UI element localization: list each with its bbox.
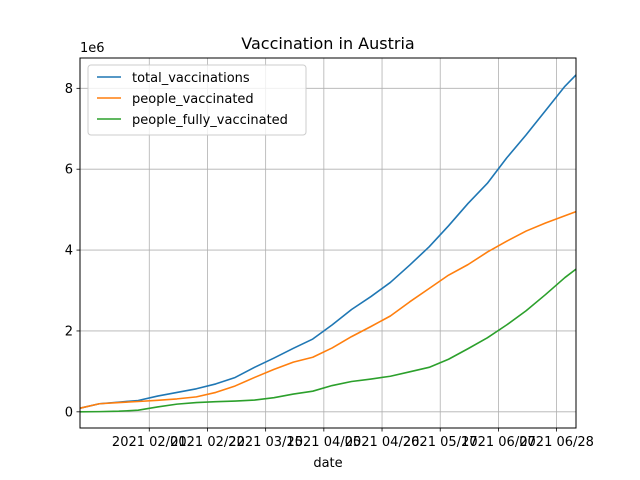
legend-label: total_vaccinations bbox=[132, 71, 250, 86]
plot-frame bbox=[79, 57, 577, 429]
legend: total_vaccinations people_vaccinatedpeopl… bbox=[87, 64, 307, 136]
x-tick-label: 2021 06/28 bbox=[519, 435, 594, 450]
x-axis-label: date bbox=[313, 456, 342, 471]
y-tick-label: 0 bbox=[65, 405, 73, 420]
legend-box bbox=[87, 64, 307, 136]
series-line-total_vaccinations bbox=[79, 74, 577, 409]
x-tick-label: 2021 06/07 bbox=[461, 435, 536, 450]
y-tick-label: 4 bbox=[65, 244, 73, 259]
x-tick-label: 2021 04/26 bbox=[345, 435, 420, 450]
y-axis: 0 2 4 6 8 bbox=[65, 82, 80, 420]
x-tick-label: 2021 05/17 bbox=[403, 435, 478, 450]
series-lines bbox=[79, 74, 577, 413]
x-tick-label: 2021 02/22 bbox=[170, 435, 245, 450]
y-tick-label: 2 bbox=[65, 324, 73, 339]
x-tick-label: 2021 03/15 bbox=[228, 435, 303, 450]
y-tick-label: 6 bbox=[65, 163, 73, 178]
x-tick-label: 2021 02/01 bbox=[112, 435, 187, 450]
chart-title: Vaccination in Austria bbox=[241, 34, 414, 53]
y-offset-text: 1e6 bbox=[80, 41, 105, 56]
x-tick-label: 2021 04/05 bbox=[286, 435, 361, 450]
legend-label: people_fully_vaccinated bbox=[132, 113, 288, 128]
y-tick-label: 8 bbox=[65, 82, 73, 97]
legend-label: people_vaccinated bbox=[132, 92, 254, 107]
series-line-people_vaccinated bbox=[79, 210, 577, 409]
series-line-people_fully_vaccinated bbox=[79, 268, 577, 413]
